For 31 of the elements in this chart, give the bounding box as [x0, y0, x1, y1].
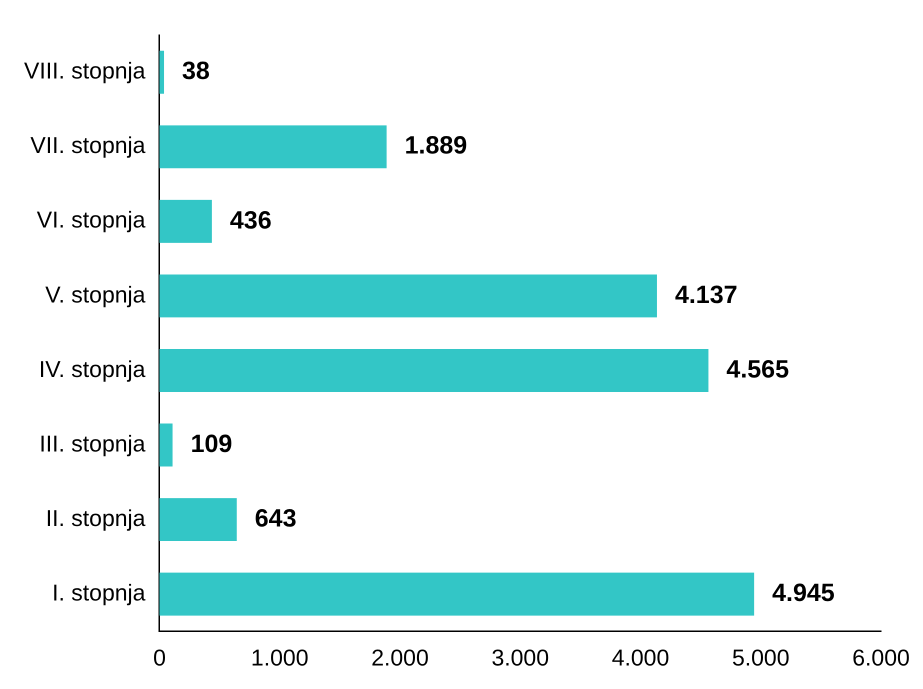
bar [159, 50, 164, 94]
bar [159, 274, 657, 318]
y-tick-label: V. stopnja [45, 281, 146, 308]
x-tick-label: 3.000 [491, 644, 550, 671]
y-tick-label: IV. stopnja [38, 356, 146, 382]
data-label: 109 [190, 430, 232, 458]
x-tick-label: 2.000 [371, 644, 429, 671]
data-label: 436 [230, 206, 272, 234]
x-tick-label: 5.000 [732, 644, 790, 671]
x-tick-label: 0 [153, 644, 166, 671]
x-tick-label: 4.000 [612, 644, 670, 671]
bar [159, 200, 212, 243]
data-label: 4.137 [674, 280, 738, 309]
data-label: 38 [182, 57, 210, 86]
bar [159, 498, 237, 542]
y-tick-label: VIII. stopnja [24, 58, 146, 84]
x-tick-label: 1.000 [250, 644, 308, 671]
bar [159, 349, 708, 392]
data-label: 1.889 [404, 132, 468, 160]
y-tick-label: VI. stopnja [36, 206, 146, 233]
x-tick-label: 6.000 [852, 644, 910, 671]
bar [159, 572, 754, 616]
bar [159, 125, 387, 168]
y-tick-label: II. stopnja [46, 504, 146, 531]
data-label: 643 [254, 504, 296, 532]
data-label: 4.945 [772, 579, 835, 608]
y-tick-label: III. stopnja [39, 430, 146, 456]
bar [159, 424, 173, 466]
data-label: 4.565 [726, 355, 790, 384]
y-tick-label: I. stopnja [52, 579, 146, 606]
y-tick-label: VII. stopnja [30, 132, 146, 158]
